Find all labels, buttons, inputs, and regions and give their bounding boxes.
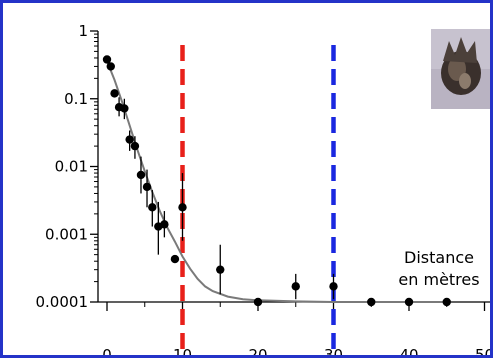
- y-tick-label: 0.0001: [36, 293, 89, 311]
- data-points: [102, 55, 451, 307]
- y-tick-label: 0.1: [64, 90, 88, 108]
- data-point: [110, 89, 119, 98]
- annotation-line-1: Distance: [404, 248, 474, 267]
- axes: 1 0.1 0.01 0.001 0.0001 0 10 20 30 40 50: [36, 22, 493, 358]
- data-point: [106, 62, 115, 71]
- data-point: [216, 265, 225, 274]
- data-point: [136, 170, 146, 180]
- x-tick-label: 30: [324, 346, 343, 358]
- annotation-line-2: en mètres: [398, 270, 479, 289]
- y-tick-label: 1: [78, 22, 88, 40]
- data-point: [102, 55, 112, 64]
- data-point: [125, 135, 134, 144]
- x-tick-label: 40: [399, 346, 418, 358]
- x-tick-label: 10: [173, 346, 192, 358]
- fit-curve-layer: [106, 60, 447, 303]
- y-tick-label: 0.001: [45, 225, 88, 243]
- data-point: [367, 297, 376, 307]
- data-point: [291, 282, 300, 291]
- data-point: [120, 104, 129, 113]
- data-point: [253, 297, 263, 307]
- data-point: [160, 220, 169, 229]
- x-tick-label: 0: [102, 346, 112, 358]
- fruit-photo-icon: [431, 29, 490, 109]
- y-tick-label: 0.01: [55, 158, 88, 176]
- data-point: [170, 254, 180, 264]
- fit-curve: [106, 60, 447, 303]
- x-tick-label: 20: [248, 346, 267, 358]
- data-point: [442, 297, 451, 307]
- data-point: [404, 297, 414, 307]
- x-tick-label: 50: [475, 346, 493, 358]
- data-point: [329, 282, 338, 291]
- data-point: [142, 182, 152, 192]
- data-point: [130, 141, 140, 151]
- data-point: [148, 203, 157, 212]
- data-point: [178, 203, 187, 212]
